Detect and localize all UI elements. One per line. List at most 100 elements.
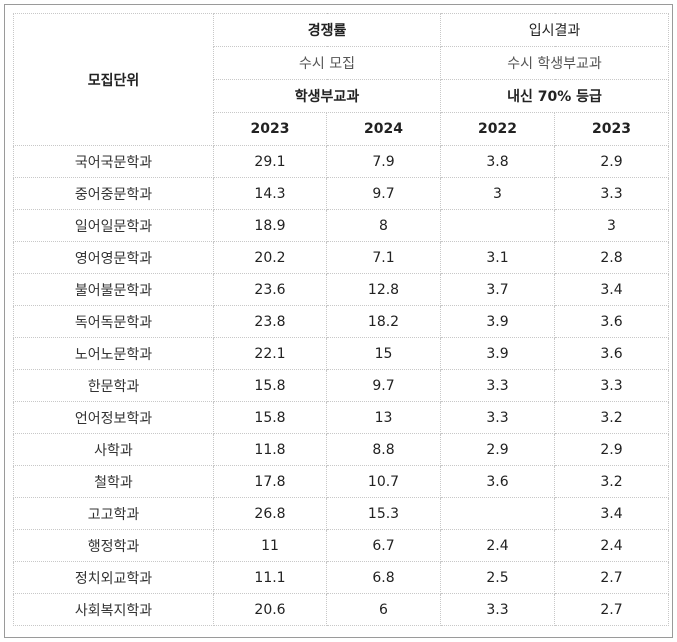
result-2023-cell: 3.3	[554, 369, 670, 402]
competition-2024-cell: 9.7	[325, 369, 442, 402]
result-2023-cell: 2.9	[554, 433, 670, 466]
unit-cell: 철학과	[13, 465, 214, 498]
table-row: 사학과 11.8 8.8 2.9 2.9	[13, 433, 670, 466]
unit-cell: 정치외교학과	[13, 561, 214, 594]
result-2022-cell: 3.6	[440, 465, 556, 498]
table-row: 일어일문학과 18.9 8 3	[13, 209, 670, 242]
admission-table: 모집단위 경쟁률 입시결과 수시 모집 수시 학생부교과 학생부교과 내신 70…	[13, 13, 670, 626]
year-header: 2023	[554, 112, 670, 146]
result-2023-cell: 2.4	[554, 529, 670, 562]
competition-2023-cell: 15.8	[213, 401, 327, 434]
result-2022-cell: 3.9	[440, 337, 556, 370]
competition-2023-cell: 26.8	[213, 497, 327, 530]
result-2022-cell: 3.3	[440, 369, 556, 402]
table-row: 철학과 17.8 10.7 3.6 3.2	[13, 465, 670, 498]
competition-2023-cell: 29.1	[213, 145, 327, 178]
competition-2023-cell: 23.6	[213, 273, 327, 306]
competition-2024-cell: 6.8	[325, 561, 442, 594]
competition-2023-cell: 23.8	[213, 305, 327, 338]
result-2022-cell: 2.9	[440, 433, 556, 466]
competition-2023-cell: 15.8	[213, 369, 327, 402]
result-2023-cell: 3.4	[554, 273, 670, 306]
table-row: 정치외교학과 11.1 6.8 2.5 2.7	[13, 561, 670, 594]
unit-cell: 사학과	[13, 433, 214, 466]
competition-2024-cell: 10.7	[325, 465, 442, 498]
competition-2024-cell: 7.9	[325, 145, 442, 178]
admission-result-header: 입시결과	[440, 13, 670, 47]
result-2022-cell: 3.8	[440, 145, 556, 178]
competition-2023-cell: 20.2	[213, 241, 327, 274]
year-header: 2024	[325, 112, 442, 146]
table-body: 국어국문학과 29.1 7.9 3.8 2.9 중어중문학과 14.3 9.7 3 3.3 일어일문…	[13, 145, 670, 626]
result-2022-cell: 3	[440, 177, 556, 210]
unit-cell: 독어독문학과	[13, 305, 214, 338]
unit-cell: 일어일문학과	[13, 209, 214, 242]
unit-cell: 고고학과	[13, 497, 214, 530]
competition-2024-cell: 8	[325, 209, 442, 242]
unit-cell: 중어중문학과	[13, 177, 214, 210]
competition-2024-cell: 15	[325, 337, 442, 370]
competition-2024-cell: 6	[325, 593, 442, 626]
table-row: 행정학과 11 6.7 2.4 2.4	[13, 529, 670, 562]
table-row: 독어독문학과 23.8 18.2 3.9 3.6	[13, 305, 670, 338]
result-2022-cell	[440, 209, 556, 242]
unit-cell: 영어영문학과	[13, 241, 214, 274]
competition-subheader: 수시 모집	[212, 46, 442, 80]
competition-type-header: 학생부교과	[212, 79, 442, 113]
result-2023-cell: 3.6	[554, 337, 670, 370]
year-header: 2022	[440, 112, 556, 146]
competition-header: 경쟁률	[212, 13, 442, 47]
unit-cell: 사회복지학과	[13, 593, 214, 626]
result-2023-cell: 3.4	[554, 497, 670, 530]
result-2023-cell: 3.3	[554, 177, 670, 210]
result-2023-cell: 2.7	[554, 561, 670, 594]
competition-2024-cell: 13	[325, 401, 442, 434]
result-2022-cell: 2.4	[440, 529, 556, 562]
result-2023-cell: 3.2	[554, 401, 670, 434]
competition-2023-cell: 14.3	[213, 177, 327, 210]
unit-cell: 행정학과	[13, 529, 214, 562]
table-row: 중어중문학과 14.3 9.7 3 3.3	[13, 177, 670, 210]
competition-2023-cell: 11.8	[213, 433, 327, 466]
table-row: 고고학과 26.8 15.3 3.4	[13, 497, 670, 530]
result-2023-cell: 2.9	[554, 145, 670, 178]
year-header: 2023	[213, 112, 327, 146]
table-row: 사회복지학과 20.6 6 3.3 2.7	[13, 593, 670, 626]
table-row: 영어영문학과 20.2 7.1 3.1 2.8	[13, 241, 670, 274]
competition-2023-cell: 11	[213, 529, 327, 562]
result-2022-cell	[440, 497, 556, 530]
competition-2024-cell: 18.2	[325, 305, 442, 338]
result-2022-cell: 3.1	[440, 241, 556, 274]
table-row: 국어국문학과 29.1 7.9 3.8 2.9	[13, 145, 670, 178]
table-row: 노어노문학과 22.1 15 3.9 3.6	[13, 337, 670, 370]
unit-cell: 언어정보학과	[13, 401, 214, 434]
result-2023-cell: 2.8	[554, 241, 670, 274]
result-2022-cell: 3.7	[440, 273, 556, 306]
table-row: 한문학과 15.8 9.7 3.3 3.3	[13, 369, 670, 402]
table-frame: 모집단위 경쟁률 입시결과 수시 모집 수시 학생부교과 학생부교과 내신 70…	[4, 4, 673, 638]
result-2023-cell: 3	[554, 209, 670, 242]
result-2023-cell: 3.2	[554, 465, 670, 498]
unit-cell: 노어노문학과	[13, 337, 214, 370]
result-2023-cell: 2.7	[554, 593, 670, 626]
competition-2024-cell: 9.7	[325, 177, 442, 210]
competition-2023-cell: 20.6	[213, 593, 327, 626]
table-row: 불어불문학과 23.6 12.8 3.7 3.4	[13, 273, 670, 306]
result-2022-cell: 3.3	[440, 401, 556, 434]
unit-cell: 불어불문학과	[13, 273, 214, 306]
competition-2023-cell: 22.1	[213, 337, 327, 370]
result-2023-cell: 3.6	[554, 305, 670, 338]
result-subheader: 수시 학생부교과	[440, 46, 670, 80]
competition-2023-cell: 17.8	[213, 465, 327, 498]
result-2022-cell: 2.5	[440, 561, 556, 594]
result-type-header: 내신 70% 등급	[440, 79, 670, 113]
result-2022-cell: 3.3	[440, 593, 556, 626]
competition-2023-cell: 18.9	[213, 209, 327, 242]
competition-2024-cell: 6.7	[325, 529, 442, 562]
competition-2024-cell: 7.1	[325, 241, 442, 274]
result-2022-cell: 3.9	[440, 305, 556, 338]
unit-header: 모집단위	[13, 13, 214, 146]
unit-cell: 국어국문학과	[13, 145, 214, 178]
competition-2024-cell: 12.8	[325, 273, 442, 306]
table-row: 언어정보학과 15.8 13 3.3 3.2	[13, 401, 670, 434]
